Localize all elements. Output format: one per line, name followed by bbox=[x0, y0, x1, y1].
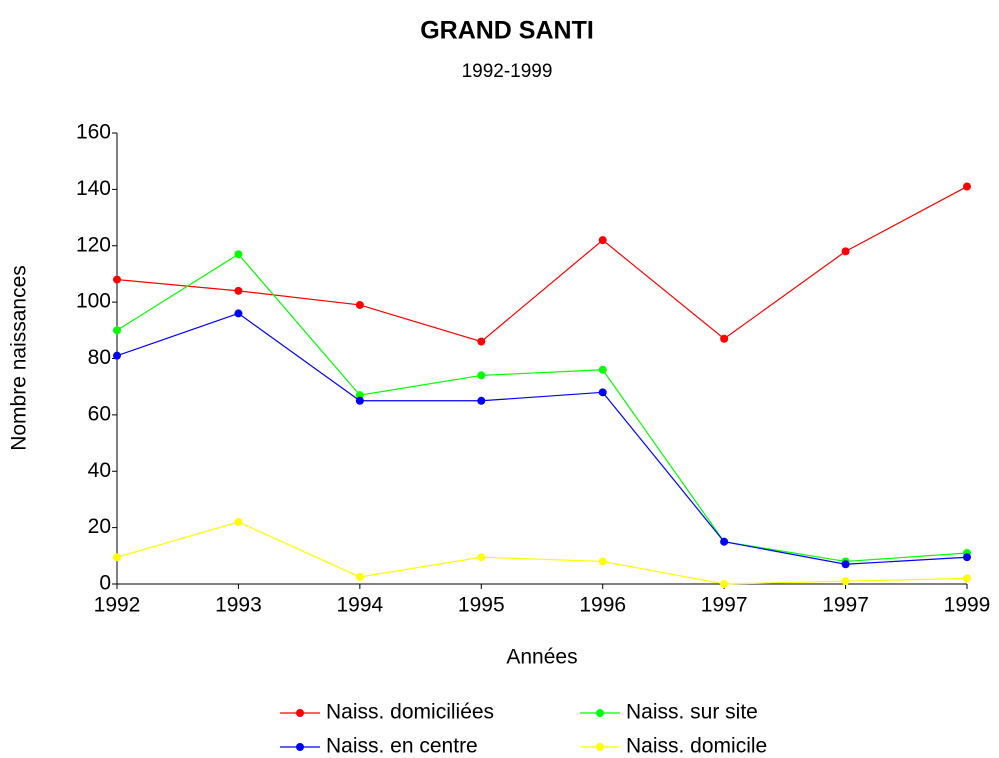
y-tick-label: 140 bbox=[76, 177, 111, 200]
data-point bbox=[963, 553, 971, 562]
data-point bbox=[841, 577, 850, 586]
chart-subtitle: 1992-1999 bbox=[462, 61, 553, 82]
x-tick-label: 1992 bbox=[94, 594, 141, 617]
data-point bbox=[355, 300, 364, 309]
legend-label: Naiss. domicile bbox=[626, 735, 767, 758]
legend-marker bbox=[596, 709, 604, 717]
data-point bbox=[598, 365, 607, 374]
data-point bbox=[720, 334, 729, 343]
x-axis-label: Années bbox=[506, 646, 577, 669]
chart-title: GRAND SANTI bbox=[420, 17, 594, 45]
data-point bbox=[113, 351, 121, 360]
x-tick-label: 1997 bbox=[822, 594, 869, 617]
data-point bbox=[841, 247, 850, 256]
data-point bbox=[113, 275, 121, 284]
data-point bbox=[720, 537, 729, 546]
legend-marker bbox=[596, 743, 604, 751]
series-line bbox=[116, 521, 968, 585]
legend-label: Naiss. sur site bbox=[626, 701, 758, 724]
data-point bbox=[113, 326, 121, 335]
x-tick-label: 1993 bbox=[215, 594, 262, 617]
y-tick-label: 100 bbox=[76, 290, 111, 313]
legend-marker bbox=[296, 709, 304, 717]
data-point bbox=[477, 371, 486, 380]
data-point bbox=[841, 560, 850, 569]
series-line bbox=[116, 186, 968, 343]
x-tick-label: 1999 bbox=[944, 594, 991, 617]
data-point bbox=[355, 396, 364, 405]
data-point bbox=[598, 388, 607, 397]
legend-label: Naiss. domiciliées bbox=[326, 701, 494, 724]
y-axis-label: Nombre naissances bbox=[8, 265, 31, 451]
y-tick-label: 40 bbox=[88, 459, 111, 482]
data-point bbox=[355, 391, 364, 400]
data-point bbox=[477, 553, 486, 562]
data-point bbox=[113, 553, 121, 562]
x-tick-label: 1995 bbox=[458, 594, 505, 617]
y-tick-label: 80 bbox=[88, 346, 111, 369]
x-tick-label: 1996 bbox=[579, 594, 626, 617]
data-point bbox=[234, 517, 243, 526]
data-point bbox=[234, 309, 243, 318]
legend-marker bbox=[296, 743, 304, 751]
y-tick-label: 20 bbox=[88, 515, 111, 538]
data-point bbox=[477, 396, 486, 405]
series-line bbox=[116, 253, 968, 563]
data-point bbox=[355, 572, 364, 581]
legend-label: Naiss. en centre bbox=[326, 735, 478, 758]
data-point bbox=[598, 236, 607, 245]
data-point bbox=[963, 574, 971, 583]
x-tick-label: 1997 bbox=[701, 594, 748, 617]
data-point bbox=[963, 182, 971, 191]
data-point bbox=[720, 580, 729, 588]
data-point bbox=[598, 557, 607, 566]
y-tick-label: 120 bbox=[76, 233, 111, 256]
y-tick-label: 160 bbox=[76, 121, 111, 144]
data-point bbox=[234, 250, 243, 259]
y-tick-label: 60 bbox=[88, 402, 111, 425]
x-tick-label: 1994 bbox=[336, 594, 383, 617]
data-point bbox=[234, 286, 243, 295]
series-line bbox=[116, 312, 968, 565]
y-tick-label: 0 bbox=[99, 572, 111, 595]
data-point bbox=[477, 337, 486, 346]
